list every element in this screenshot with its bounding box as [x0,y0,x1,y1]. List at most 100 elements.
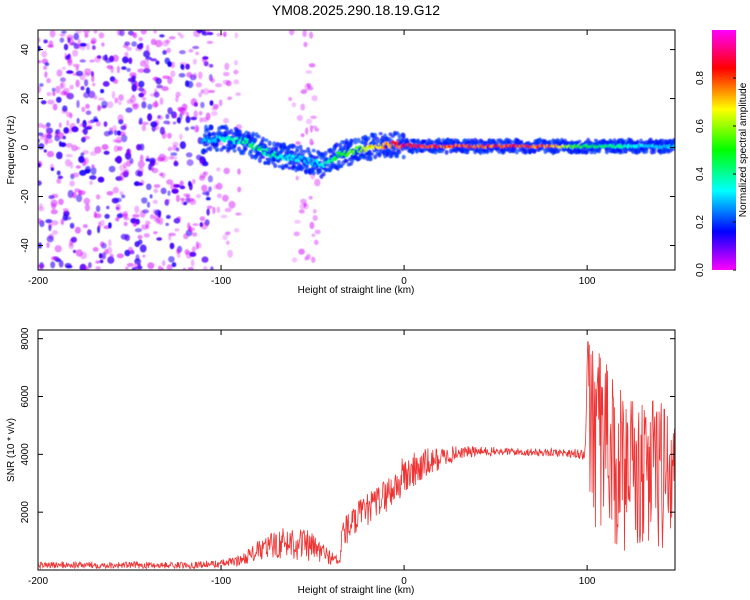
noise-speckle [289,30,295,36]
noise-speckle [150,159,155,167]
noise-speckle [93,211,97,219]
noise-speckle [177,32,182,36]
noise-speckle [201,256,209,263]
noise-speckle [222,194,229,202]
noise-speckle [65,265,73,269]
ridge-halo-cell [623,150,628,154]
noise-speckle [223,31,227,38]
noise-speckle [112,54,119,62]
noise-speckle [192,223,199,227]
noise-speckle [69,222,75,229]
ridge-halo-cell [253,137,258,142]
noise-speckle [190,126,195,130]
noise-speckle [142,209,149,214]
noise-speckle [98,97,105,101]
noise-speckle [60,90,67,96]
noise-speckle [50,209,58,215]
ridge-halo-cell [410,148,415,155]
noise-speckle [179,141,186,150]
noise-speckle [55,129,59,135]
noise-speckle [52,91,56,97]
noise-speckle [75,249,83,257]
noise-speckle [65,55,70,60]
noise-speckle [129,158,134,165]
noise-speckle [168,155,174,160]
noise-speckle [137,263,141,267]
ridge-halo-cell [395,153,400,159]
noise-speckle [152,199,158,204]
noise-speckle [137,234,143,240]
ridge-halo-cell [321,172,326,177]
ridge-halo-cell [261,155,266,159]
noise-speckle [131,94,135,98]
y-tick-label: 40 [20,44,31,56]
noise-speckle [120,125,127,131]
ridge-halo-cell [644,147,649,154]
noise-speckle [84,72,91,77]
noise-speckle [62,66,66,70]
noise-speckle [228,200,236,209]
noise-speckle [59,37,65,43]
ridge-halo-cell [338,143,342,148]
ridge-halo-cell [444,149,449,155]
noise-speckle [223,71,230,77]
ridge-halo-cell [373,132,378,139]
x-tick-label: 100 [579,276,596,287]
noise-speckle [62,105,68,112]
noise-speckle [92,45,96,50]
noise-speckle [168,36,176,40]
noise-speckle [170,70,176,78]
ridge-halo-cell [251,131,256,137]
ridge-core-cell [244,137,248,141]
noise-speckle [179,185,186,190]
noise-speckle [133,221,138,227]
noise-speckle [101,42,105,47]
noise-speckle [185,63,190,70]
ridge-halo-cell [215,141,219,148]
noise-speckle [306,253,311,260]
noise-speckle [114,97,119,104]
noise-speckle [44,62,50,66]
noise-speckle [186,80,194,89]
noise-speckle [210,266,214,270]
noise-speckle [84,79,89,87]
noise-speckle [309,31,314,39]
noise-speckle [56,151,63,160]
noise-speckle [222,234,228,241]
ridge-halo-cell [238,129,243,135]
noise-speckle [56,170,61,176]
noise-speckle [198,71,203,80]
noise-speckle [48,195,55,200]
noise-speckle [202,191,210,196]
noise-speckle [137,170,143,177]
colorbar-tick-label: 0.2 [695,215,706,229]
noise-speckle [196,30,203,34]
noise-speckle [72,63,80,68]
noise-speckle [153,184,161,188]
ridge-halo-cell [224,126,229,132]
ridge-halo-cell [284,164,289,168]
noise-speckle [52,103,58,111]
noise-speckle [78,190,83,196]
noise-speckle [99,241,105,248]
noise-speckle [91,164,95,168]
noise-speckle [170,183,177,191]
noise-speckle [67,190,74,198]
noise-speckle [86,42,90,51]
noise-speckle [190,259,195,267]
noise-speckle [107,256,115,264]
noise-speckle [65,159,72,167]
noise-speckle [152,209,157,214]
noise-speckle [150,58,157,62]
y-tick-label: 2000 [20,501,31,524]
noise-speckle [173,113,178,119]
noise-speckle [165,222,169,226]
noise-speckle [58,198,64,205]
noise-speckle [199,117,203,123]
ridge-halo-cell [205,143,210,147]
noise-speckle [192,45,200,50]
noise-speckle [145,220,151,226]
noise-speckle [311,233,316,237]
noise-speckle [172,121,177,125]
noise-speckle [155,39,163,48]
